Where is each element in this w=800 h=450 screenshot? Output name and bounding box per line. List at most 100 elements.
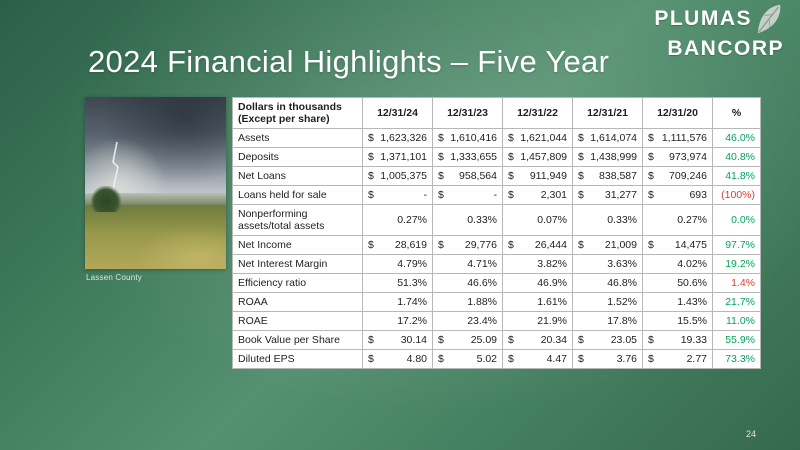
- value-cell: 0.27%: [642, 204, 713, 236]
- value-wrap: 15.5%: [648, 315, 707, 327]
- row-label: Book Value per Share: [232, 330, 363, 350]
- cell-value: 1.74%: [397, 296, 427, 308]
- cell-value: 0.33%: [607, 214, 637, 226]
- table-row: Deposits $1,371,101 $1,333,655 $1,457,809 $1…: [232, 147, 761, 167]
- cell-value: 46.8%: [607, 277, 637, 289]
- cell-value: 1.52%: [607, 296, 637, 308]
- dollar-sign: $: [368, 170, 374, 182]
- cell-value: 1,438,999: [590, 151, 637, 163]
- cell-value: 0.33%: [467, 214, 497, 226]
- table-row: ROAA 1.74% 1.88% 1.61% 1.52% 1.43% 21.7%: [232, 292, 761, 312]
- cell-value: 3.63%: [607, 258, 637, 270]
- value-cell: $2,301: [502, 185, 573, 205]
- feather-icon: [757, 4, 781, 34]
- table-row: ROAE 17.2% 23.4% 21.9% 17.8% 15.5% 11.0%: [232, 311, 761, 331]
- value-cell: 50.6%: [642, 273, 713, 293]
- logo-bancorp-text: BANCORP: [667, 37, 784, 60]
- cell-value: 4.47: [546, 353, 567, 365]
- cell-value: 28,619: [394, 239, 427, 251]
- table-header-row: Dollars in thousands (Except per share) 1…: [232, 97, 761, 129]
- value-wrap: $1,610,416: [438, 132, 497, 144]
- cell-value: 1,610,416: [450, 132, 497, 144]
- value-wrap: $2.77: [648, 353, 707, 365]
- value-cell: $26,444: [502, 235, 573, 255]
- row-label: Net Income: [232, 235, 363, 255]
- value-cell: 3.82%: [502, 254, 573, 274]
- dollar-sign: $: [578, 353, 584, 365]
- pct-change-cell: 1.4%: [712, 273, 761, 293]
- cell-value: 20.34: [540, 334, 567, 346]
- dollar-sign: $: [438, 170, 444, 182]
- value-cell: $1,621,044: [502, 128, 573, 148]
- value-wrap: $693: [648, 189, 707, 201]
- value-cell: $1,111,576: [642, 128, 713, 148]
- cell-value: 14,475: [674, 239, 707, 251]
- cell-value: 1,457,809: [520, 151, 567, 163]
- table-row: Loans held for sale $ - $ - $2,301 $31,277 $693…: [232, 185, 761, 205]
- cell-value: 4.02%: [677, 258, 707, 270]
- row-label: Net Interest Margin: [232, 254, 363, 274]
- value-wrap: $4.47: [508, 353, 567, 365]
- dollar-sign: $: [438, 132, 444, 144]
- value-cell: $1,438,999: [572, 147, 643, 167]
- dollar-sign: $: [648, 189, 654, 201]
- value-cell: $ -: [362, 185, 433, 205]
- column-header-date: 12/31/21: [572, 97, 643, 129]
- dollar-sign: $: [578, 170, 584, 182]
- cell-value: 1.88%: [467, 296, 497, 308]
- dollar-sign: $: [438, 334, 444, 346]
- row-label: Loans held for sale: [232, 185, 363, 205]
- value-wrap: $911,949: [508, 170, 567, 182]
- value-wrap: 0.07%: [508, 214, 567, 226]
- value-cell: 51.3%: [362, 273, 433, 293]
- value-wrap: $23.05: [578, 334, 637, 346]
- value-wrap: $1,005,375: [368, 170, 427, 182]
- dollar-sign: $: [648, 334, 654, 346]
- cell-value: 15.5%: [677, 315, 707, 327]
- dollar-sign: $: [508, 239, 514, 251]
- value-wrap: 0.27%: [368, 214, 427, 226]
- value-wrap: 51.3%: [368, 277, 427, 289]
- cell-value: 1,621,044: [520, 132, 567, 144]
- table-row: Efficiency ratio 51.3% 46.6% 46.9% 46.8% 50.6…: [232, 273, 761, 293]
- value-wrap: 0.33%: [438, 214, 497, 226]
- dollar-sign: $: [578, 334, 584, 346]
- value-wrap: 1.61%: [508, 296, 567, 308]
- value-cell: 3.63%: [572, 254, 643, 274]
- dollar-sign: $: [438, 239, 444, 251]
- cell-value: 0.07%: [537, 214, 567, 226]
- dollar-sign: $: [648, 132, 654, 144]
- row-label: Deposits: [232, 147, 363, 167]
- value-wrap: 46.6%: [438, 277, 497, 289]
- pct-change-cell: 40.8%: [712, 147, 761, 167]
- value-cell: $19.33: [642, 330, 713, 350]
- value-wrap: $958,564: [438, 170, 497, 182]
- dollar-sign: $: [438, 189, 444, 201]
- value-cell: 0.07%: [502, 204, 573, 236]
- pct-change-cell: 97.7%: [712, 235, 761, 255]
- cell-value: 23.05: [610, 334, 637, 346]
- value-cell: 1.88%: [432, 292, 503, 312]
- value-cell: $20.34: [502, 330, 573, 350]
- pct-change-cell: 55.9%: [712, 330, 761, 350]
- column-header-pct: %: [712, 97, 761, 129]
- row-label: Nonperforming assets/total assets: [232, 204, 363, 236]
- value-cell: 46.6%: [432, 273, 503, 293]
- value-cell: $14,475: [642, 235, 713, 255]
- value-wrap: 3.82%: [508, 258, 567, 270]
- value-wrap: 4.71%: [438, 258, 497, 270]
- dollar-sign: $: [508, 132, 514, 144]
- value-wrap: 1.52%: [578, 296, 637, 308]
- value-cell: 23.4%: [432, 311, 503, 331]
- value-cell: 1.74%: [362, 292, 433, 312]
- table-row: Diluted EPS $4.80 $5.02 $4.47 $3.76 $2.77 73.3…: [232, 349, 761, 369]
- pct-change-cell: 21.7%: [712, 292, 761, 312]
- landscape-photo: [85, 97, 226, 269]
- value-wrap: $1,333,655: [438, 151, 497, 163]
- cell-value: -: [493, 189, 498, 201]
- value-cell: $1,610,416: [432, 128, 503, 148]
- value-wrap: $20.34: [508, 334, 567, 346]
- value-wrap: $1,371,101: [368, 151, 427, 163]
- cell-value: 0.27%: [677, 214, 707, 226]
- cell-value: 4.80: [406, 353, 427, 365]
